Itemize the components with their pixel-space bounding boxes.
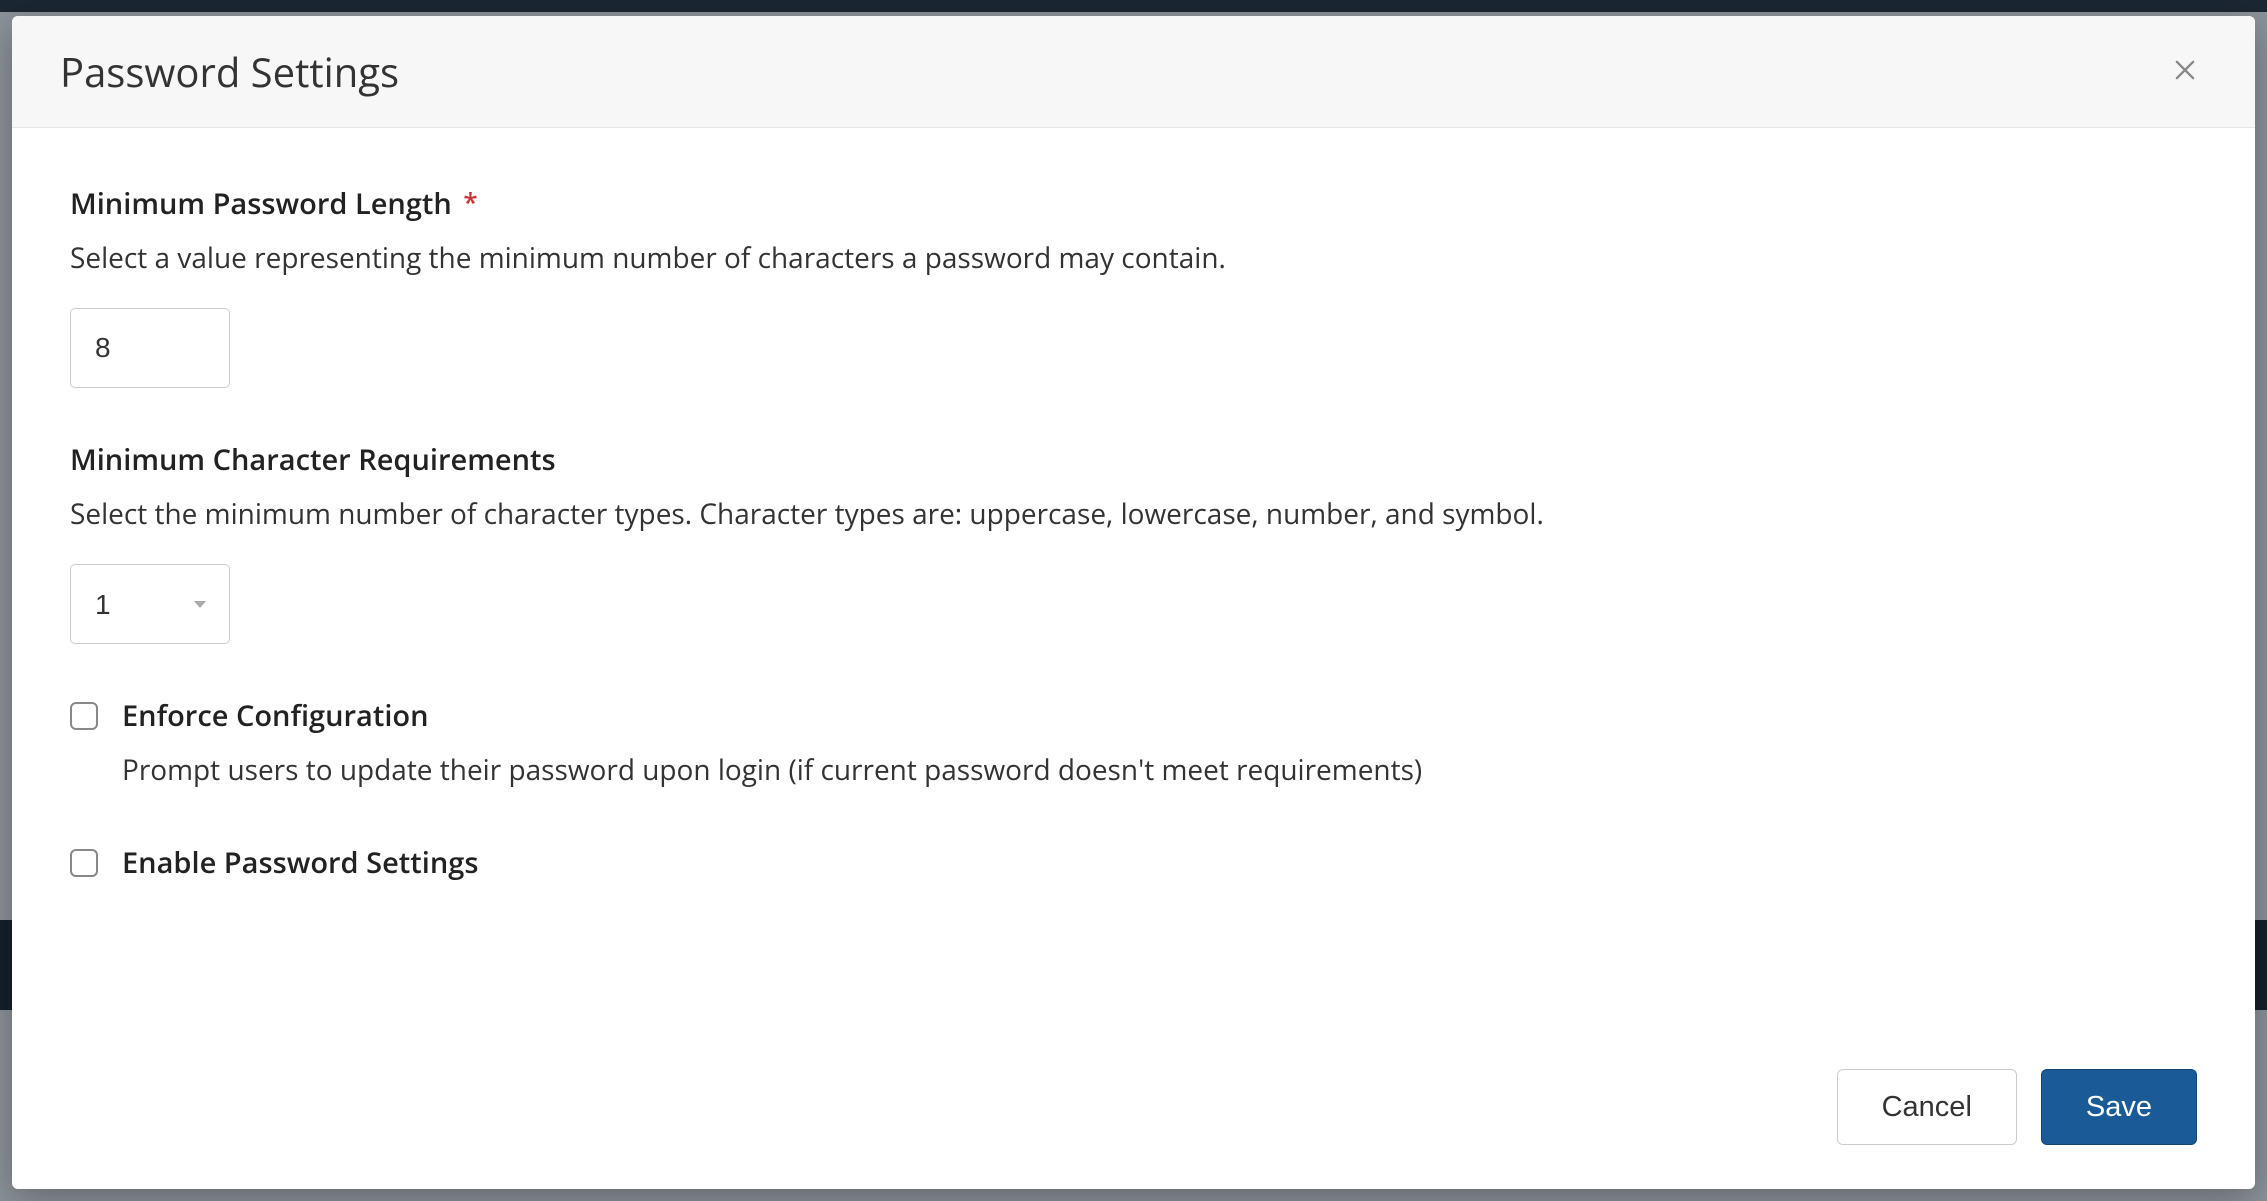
min-length-label: Minimum Password Length * [70, 184, 2197, 223]
min-char-help: Select the minimum number of character t… [70, 495, 2197, 534]
close-icon [2171, 56, 2199, 84]
min-char-select[interactable]: 1 [70, 564, 230, 644]
min-char-select-wrap: 1 [70, 564, 230, 644]
enable-checkbox[interactable] [70, 849, 98, 877]
enforce-checkbox-row: Enforce Configuration [70, 696, 2197, 735]
modal-header: Password Settings [12, 16, 2255, 128]
min-length-input[interactable] [70, 308, 230, 388]
modal-footer: Cancel Save [12, 1069, 2255, 1189]
close-button[interactable] [2163, 50, 2207, 94]
field-min-char-requirements: Minimum Character Requirements Select th… [70, 440, 2197, 644]
enable-checkbox-row: Enable Password Settings [70, 843, 2197, 882]
min-length-label-text: Minimum Password Length [70, 184, 452, 223]
background-topbar [0, 0, 2267, 12]
min-char-label-text: Minimum Character Requirements [70, 440, 556, 479]
password-settings-modal: Password Settings Minimum Password Lengt… [12, 16, 2255, 1189]
modal-title: Password Settings [60, 44, 399, 99]
save-button[interactable]: Save [2041, 1069, 2197, 1145]
field-min-password-length: Minimum Password Length * Select a value… [70, 184, 2197, 388]
min-length-help: Select a value representing the minimum … [70, 239, 2197, 278]
required-indicator: * [463, 184, 477, 220]
field-enforce-configuration: Enforce Configuration Prompt users to up… [70, 696, 2197, 790]
enforce-label[interactable]: Enforce Configuration [122, 696, 429, 735]
min-char-label: Minimum Character Requirements [70, 440, 2197, 479]
enable-label[interactable]: Enable Password Settings [122, 843, 478, 882]
modal-body: Minimum Password Length * Select a value… [12, 128, 2255, 1069]
field-enable-password-settings: Enable Password Settings [70, 843, 2197, 882]
cancel-button[interactable]: Cancel [1837, 1069, 2017, 1145]
enforce-help: Prompt users to update their password up… [122, 751, 2197, 790]
enforce-checkbox[interactable] [70, 702, 98, 730]
